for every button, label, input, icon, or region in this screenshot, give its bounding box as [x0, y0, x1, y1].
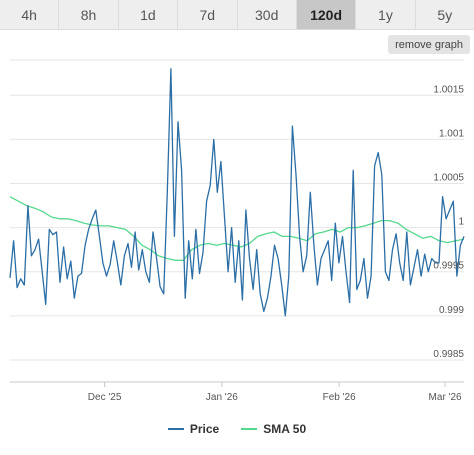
tab-30d[interactable]: 30d — [237, 0, 297, 29]
tab-8h[interactable]: 8h — [59, 0, 119, 29]
legend-label: Price — [189, 422, 220, 436]
tab-1y[interactable]: 1y — [356, 0, 416, 29]
y-tick-label: 1.0015 — [433, 84, 464, 95]
tab-4h[interactable]: 4h — [0, 0, 60, 29]
chart-grid — [10, 59, 464, 361]
y-tick-label: 1 — [458, 217, 464, 228]
legend-item-price[interactable]: Price — [167, 422, 220, 436]
x-tick-label: Mar '26 — [429, 392, 462, 403]
price-chart: 0.9985 0.999 0.9995 1 1.0005 1.001 1.0015 Dec … — [9, 59, 465, 403]
chart-series — [9, 68, 465, 317]
remove-graph-button[interactable]: remove graph — [388, 35, 470, 54]
y-axis-ticks: 0.9985 0.999 0.9995 1 1.0005 1.001 1.0015 — [433, 84, 464, 360]
tab-7d[interactable]: 7d — [178, 0, 238, 29]
series-line-price — [9, 68, 465, 317]
x-axis: Dec '25 Jan '26 Feb '26 Mar '26 — [10, 381, 464, 403]
timeframe-tabs: 4h 8h 1d 7d 30d 120d 1y 5y — [0, 0, 474, 30]
tab-5y[interactable]: 5y — [415, 0, 474, 29]
tab-1d[interactable]: 1d — [118, 0, 179, 29]
legend-swatch — [241, 428, 258, 430]
legend-item-sma-50[interactable]: SMA 50 — [241, 422, 306, 436]
series-line-sma-50 — [9, 196, 465, 261]
y-tick-label: 1.001 — [439, 128, 464, 139]
y-tick-label: 0.9985 — [433, 349, 464, 360]
x-tick-label: Dec '25 — [88, 392, 122, 403]
tab-120d[interactable]: 120d — [296, 0, 357, 29]
x-tick-label: Feb '26 — [323, 392, 356, 403]
x-tick-label: Jan '26 — [206, 392, 238, 403]
y-tick-label: 0.9995 — [433, 261, 464, 272]
y-tick-label: 1.0005 — [433, 173, 464, 184]
y-tick-label: 0.999 — [439, 305, 464, 316]
chart-legend: Price SMA 50 — [0, 419, 474, 439]
legend-label: SMA 50 — [263, 422, 307, 436]
legend-swatch — [167, 428, 184, 430]
